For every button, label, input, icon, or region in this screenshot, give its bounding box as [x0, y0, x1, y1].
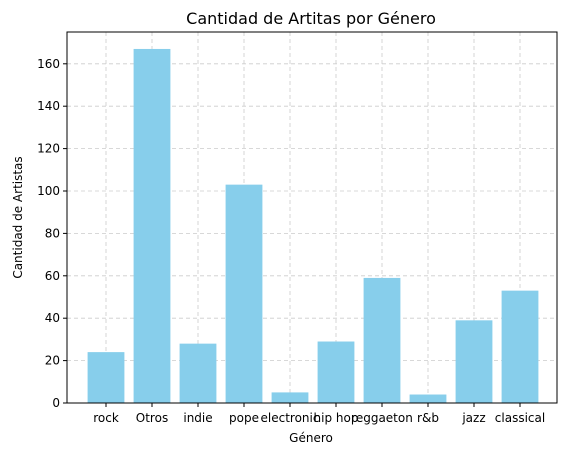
bar-4: [271, 392, 309, 403]
y-tick-label: 100: [37, 184, 60, 198]
chart-title: Cantidad de Artitas por Género: [186, 9, 436, 28]
y-tick-label: 160: [37, 57, 60, 71]
x-tick-label: r&b: [417, 411, 439, 425]
bar-9: [501, 290, 539, 403]
y-tick-label: 0: [52, 396, 60, 410]
bar-8: [455, 320, 493, 403]
bar-6: [363, 277, 401, 403]
bar-5: [317, 341, 355, 403]
y-tick-label: 40: [45, 311, 60, 325]
y-axis-ticks: 0 20 40 60 80 100 120 140 160: [37, 57, 67, 410]
y-axis-label: Cantidad de Artistas: [11, 156, 25, 278]
y-tick-label: 120: [37, 142, 60, 156]
y-tick-label: 20: [45, 354, 60, 368]
y-tick-label: 140: [37, 99, 60, 113]
x-tick-label: indie: [183, 411, 212, 425]
plot-frame: [66, 31, 558, 404]
x-tick-label: classical: [495, 411, 545, 425]
x-tick-label: electronic: [261, 411, 320, 425]
bar-3: [225, 184, 263, 403]
bar-7: [409, 394, 447, 403]
x-tick-label: Otros: [136, 411, 168, 425]
x-tick-label: pope: [229, 411, 259, 425]
x-tick-label: hip hop: [314, 411, 359, 425]
y-tick-label: 80: [45, 226, 60, 240]
x-tick-label: jazz: [461, 411, 485, 425]
x-tick-label: reggaeton: [351, 411, 413, 425]
bar-2: [179, 343, 217, 403]
y-tick-label: 60: [45, 269, 60, 283]
bars: [87, 48, 539, 404]
x-tick-label: rock: [93, 411, 119, 425]
bar-0: [87, 352, 125, 403]
bar-1: [133, 48, 171, 404]
x-axis-label: Género: [289, 431, 333, 445]
